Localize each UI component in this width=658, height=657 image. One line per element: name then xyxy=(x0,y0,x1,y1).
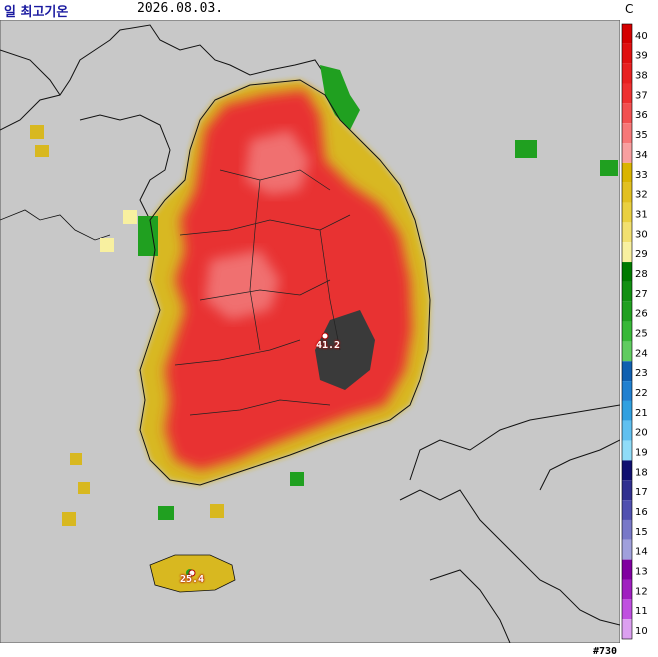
legend-swatch xyxy=(622,202,632,223)
legend-swatch xyxy=(622,500,632,520)
legend-swatch xyxy=(622,381,632,401)
legend-tick-label: 35 xyxy=(635,130,648,141)
legend-tick-label: 25 xyxy=(635,328,648,339)
map-date: 2026.08.03. xyxy=(137,1,224,16)
hot-zone-light-north xyxy=(245,130,310,195)
legend-tick-label: 18 xyxy=(635,467,648,478)
legend-tick-label: 21 xyxy=(635,408,648,419)
legend-swatch xyxy=(622,24,632,44)
legend-swatch xyxy=(622,63,632,84)
legend-tick-label: 27 xyxy=(635,289,648,300)
island-patch xyxy=(70,453,82,465)
legend-swatch xyxy=(622,400,632,421)
legend-tick-label: 31 xyxy=(635,209,648,220)
korea-temperature-field xyxy=(30,65,618,526)
china-coastline xyxy=(0,209,111,241)
legend-tick-label: 34 xyxy=(635,150,648,161)
legend-swatch xyxy=(622,143,632,163)
map-canvas xyxy=(0,19,621,644)
legend-swatch xyxy=(622,301,632,322)
legend-swatch xyxy=(622,162,632,183)
island-patch xyxy=(515,140,537,158)
legend-border xyxy=(621,23,633,640)
island-patch xyxy=(600,160,618,176)
legend-swatch xyxy=(622,103,632,124)
legend-swatch xyxy=(622,480,632,501)
legend-swatch xyxy=(622,519,632,540)
legend-tick-label: 10 xyxy=(635,626,648,637)
extreme-zone xyxy=(315,310,375,390)
legend-swatch xyxy=(622,262,632,282)
legend-swatch xyxy=(622,559,632,580)
island-patch xyxy=(290,472,304,486)
temperature-legend: 40 39 38 37 36 35 34 33 32 31 30 29 28 27 26 25 24 23 22 21… xyxy=(620,20,658,643)
legend-tick-label: 29 xyxy=(635,249,648,260)
province-borders xyxy=(174,169,351,416)
legend-tick-label: 26 xyxy=(635,309,648,320)
max-temperature-label: 41.2 xyxy=(316,340,341,351)
north-coastline xyxy=(0,24,346,221)
legend-tick-label: 30 xyxy=(635,229,648,240)
map-header: 일 최고기온 2026.08.03. C xyxy=(0,0,658,20)
jeju-station-marker xyxy=(188,569,196,577)
island-patch xyxy=(210,504,224,518)
legend-swatch xyxy=(622,579,632,600)
legend-tick-label: 12 xyxy=(635,586,648,597)
legend-tick-label: 40 xyxy=(635,31,648,42)
unit-label: C xyxy=(625,2,634,16)
legend-tick-label: 19 xyxy=(635,447,648,458)
legend-swatch xyxy=(622,43,632,64)
island-patch xyxy=(78,482,90,494)
island-patch xyxy=(158,506,174,520)
legend-tick-label: 17 xyxy=(635,487,648,498)
island-patch xyxy=(62,512,76,526)
legend-tick-label: 22 xyxy=(635,388,648,399)
legend-tick-label: 28 xyxy=(635,269,648,280)
legend-tick-label: 33 xyxy=(635,170,648,181)
temperature-map: 41.2 25.4 #730 xyxy=(0,19,621,657)
hot-zone-light-central xyxy=(205,250,280,320)
japan-coastline xyxy=(399,404,621,644)
legend-swatch xyxy=(622,420,632,441)
legend-tick-label: 11 xyxy=(635,606,648,617)
legend-swatch xyxy=(622,619,632,639)
legend-swatch xyxy=(622,182,632,203)
legend-swatch xyxy=(622,321,632,342)
map-title: 일 최고기온 xyxy=(4,5,69,20)
legend-swatch xyxy=(622,222,632,243)
legend-swatch xyxy=(622,539,632,560)
island-patch xyxy=(35,145,49,157)
legend-swatch xyxy=(622,361,632,382)
green-zone-northeast xyxy=(320,65,360,130)
legend-swatch xyxy=(622,460,632,481)
legend-tick-label: 13 xyxy=(635,567,648,578)
island-patch xyxy=(123,210,137,224)
legend-tick-label: 36 xyxy=(635,110,648,121)
legend-swatch xyxy=(622,440,632,461)
island-patch xyxy=(100,238,114,252)
legend-tick-label: 15 xyxy=(635,527,648,538)
legend-tick-label: 39 xyxy=(635,51,648,62)
island-patch xyxy=(138,216,158,256)
korea-coastline xyxy=(139,79,431,486)
legend-tick-label: 32 xyxy=(635,190,648,201)
legend-tick-label: 23 xyxy=(635,368,648,379)
legend-swatch xyxy=(622,341,632,362)
legend-tick-label: 20 xyxy=(635,428,648,439)
legend-tick-label: 24 xyxy=(635,348,648,359)
legend-tick-label: 37 xyxy=(635,90,648,101)
legend-swatch xyxy=(622,83,632,104)
max-station-marker xyxy=(321,332,329,340)
legend-swatch xyxy=(622,599,632,620)
legend-swatch xyxy=(622,281,632,302)
legend-canvas: 40 39 38 37 36 35 34 33 32 31 30 29 28 27 26 25 24 23 22 21… xyxy=(621,23,648,640)
jeju-temperature-label: 25.4 xyxy=(180,574,205,585)
legend-tick-label: 38 xyxy=(635,71,648,82)
legend-swatch xyxy=(622,242,632,263)
island-patch xyxy=(30,125,44,139)
site-id-label: #730 xyxy=(591,646,620,657)
legend-swatch xyxy=(622,123,632,144)
legend-tick-label: 14 xyxy=(635,547,648,558)
legend-tick-label: 16 xyxy=(635,507,648,518)
